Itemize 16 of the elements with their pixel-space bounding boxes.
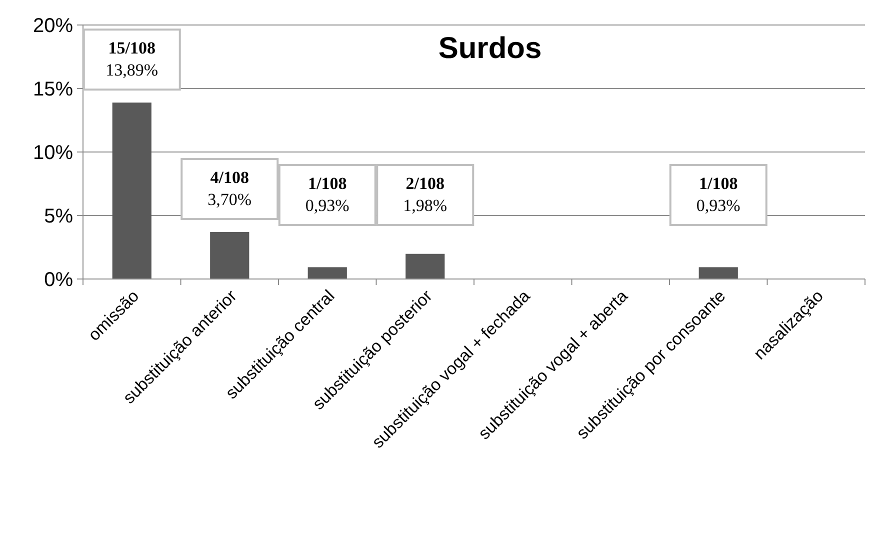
bar — [698, 267, 738, 279]
chart-title: Surdos — [438, 32, 542, 65]
y-tick-label: 5% — [44, 206, 74, 228]
data-label: 4/108 3,70% — [208, 168, 252, 210]
y-tick-label: 0% — [44, 269, 74, 291]
y-tick-label: 20% — [32, 15, 74, 37]
bar — [210, 232, 250, 279]
bar — [308, 267, 347, 279]
data-label: 15/108 13,89% — [106, 38, 158, 80]
bar — [112, 102, 152, 279]
data-label: 1/108 0,93% — [305, 174, 350, 215]
bar — [406, 254, 445, 279]
y-tick-label: 15% — [32, 78, 74, 100]
data-label: 2/108 1,98% — [403, 174, 448, 215]
data-label: 1/108 0,93% — [696, 174, 740, 215]
y-tick-label: 10% — [32, 142, 74, 164]
